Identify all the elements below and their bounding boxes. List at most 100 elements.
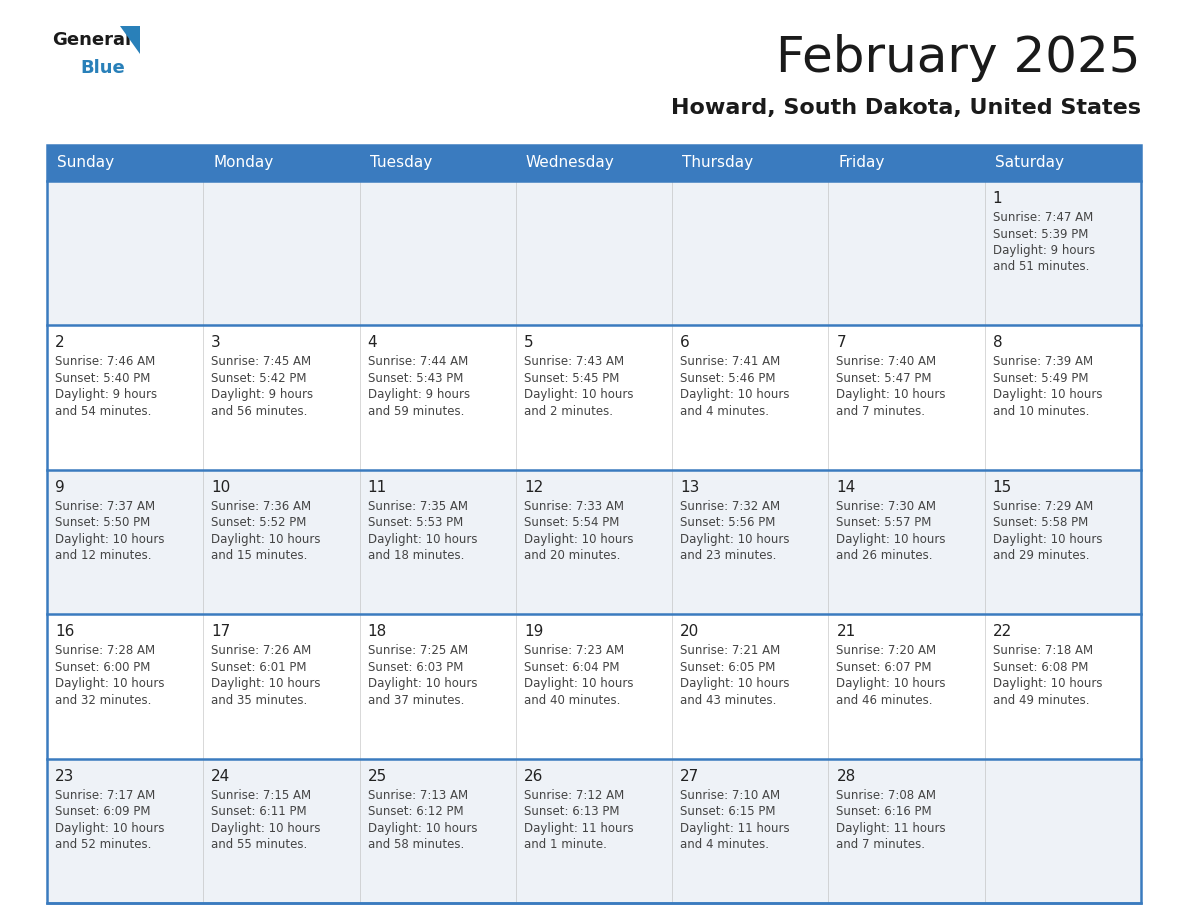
Text: Friday: Friday [839, 155, 885, 171]
Bar [516, 145, 672, 181]
Bar [360, 614, 516, 758]
Bar [203, 614, 360, 758]
Bar [672, 758, 828, 903]
Text: 19: 19 [524, 624, 543, 639]
Bar [516, 614, 672, 758]
Text: Daylight: 10 hours: Daylight: 10 hours [993, 677, 1102, 690]
Text: Daylight: 9 hours: Daylight: 9 hours [55, 388, 157, 401]
Bar [828, 181, 985, 325]
Text: Sunrise: 7:18 AM: Sunrise: 7:18 AM [993, 644, 1093, 657]
Bar [828, 614, 985, 758]
Text: Howard, South Dakota, United States: Howard, South Dakota, United States [671, 98, 1140, 118]
Text: Daylight: 10 hours: Daylight: 10 hours [993, 388, 1102, 401]
Text: and 20 minutes.: and 20 minutes. [524, 549, 620, 563]
Text: and 1 minute.: and 1 minute. [524, 838, 607, 851]
Text: Sunset: 6:03 PM: Sunset: 6:03 PM [367, 661, 463, 674]
Bar [672, 470, 828, 614]
Text: Sunset: 6:16 PM: Sunset: 6:16 PM [836, 805, 933, 818]
Text: February 2025: February 2025 [777, 34, 1140, 82]
Bar [48, 758, 203, 903]
Bar [360, 181, 516, 325]
Text: Daylight: 10 hours: Daylight: 10 hours [211, 677, 321, 690]
Text: Daylight: 10 hours: Daylight: 10 hours [211, 822, 321, 834]
Text: Daylight: 9 hours: Daylight: 9 hours [367, 388, 469, 401]
Text: and 49 minutes.: and 49 minutes. [993, 694, 1089, 707]
Bar [985, 758, 1140, 903]
Text: Daylight: 10 hours: Daylight: 10 hours [524, 532, 633, 546]
Text: Monday: Monday [214, 155, 273, 171]
Text: and 54 minutes.: and 54 minutes. [55, 405, 151, 418]
Text: and 56 minutes.: and 56 minutes. [211, 405, 308, 418]
Text: Daylight: 11 hours: Daylight: 11 hours [836, 822, 946, 834]
Text: and 15 minutes.: and 15 minutes. [211, 549, 308, 563]
Bar [672, 614, 828, 758]
Bar [985, 325, 1140, 470]
Text: and 29 minutes.: and 29 minutes. [993, 549, 1089, 563]
Text: Daylight: 11 hours: Daylight: 11 hours [681, 822, 790, 834]
Text: and 59 minutes.: and 59 minutes. [367, 405, 465, 418]
Text: Wednesday: Wednesday [526, 155, 614, 171]
Text: Sunset: 5:40 PM: Sunset: 5:40 PM [55, 372, 151, 385]
Bar [48, 181, 203, 325]
Text: Daylight: 9 hours: Daylight: 9 hours [993, 244, 1095, 257]
Text: Daylight: 10 hours: Daylight: 10 hours [681, 388, 790, 401]
Bar [48, 145, 1140, 903]
Text: Sunset: 6:01 PM: Sunset: 6:01 PM [211, 661, 307, 674]
Text: and 51 minutes.: and 51 minutes. [993, 261, 1089, 274]
Text: Sunrise: 7:40 AM: Sunrise: 7:40 AM [836, 355, 936, 368]
Bar [516, 470, 672, 614]
Text: Sunrise: 7:33 AM: Sunrise: 7:33 AM [524, 499, 624, 513]
Text: 4: 4 [367, 335, 378, 351]
Bar [985, 145, 1140, 181]
Text: Daylight: 10 hours: Daylight: 10 hours [681, 677, 790, 690]
Text: Sunrise: 7:30 AM: Sunrise: 7:30 AM [836, 499, 936, 513]
Text: Sunrise: 7:37 AM: Sunrise: 7:37 AM [55, 499, 156, 513]
Text: Sunrise: 7:44 AM: Sunrise: 7:44 AM [367, 355, 468, 368]
Text: Sunset: 5:46 PM: Sunset: 5:46 PM [681, 372, 776, 385]
Text: Daylight: 10 hours: Daylight: 10 hours [993, 532, 1102, 546]
Text: and 55 minutes.: and 55 minutes. [211, 838, 308, 851]
Text: and 4 minutes.: and 4 minutes. [681, 838, 769, 851]
Text: Sunrise: 7:46 AM: Sunrise: 7:46 AM [55, 355, 156, 368]
Text: Sunrise: 7:25 AM: Sunrise: 7:25 AM [367, 644, 468, 657]
Text: Daylight: 9 hours: Daylight: 9 hours [211, 388, 314, 401]
Bar [203, 758, 360, 903]
Text: 8: 8 [993, 335, 1003, 351]
Text: Sunset: 5:43 PM: Sunset: 5:43 PM [367, 372, 463, 385]
Text: Sunrise: 7:41 AM: Sunrise: 7:41 AM [681, 355, 781, 368]
Text: Sunset: 5:52 PM: Sunset: 5:52 PM [211, 516, 307, 530]
Text: 18: 18 [367, 624, 387, 639]
Text: Daylight: 10 hours: Daylight: 10 hours [367, 532, 478, 546]
Text: and 58 minutes.: and 58 minutes. [367, 838, 463, 851]
Text: Daylight: 10 hours: Daylight: 10 hours [836, 388, 946, 401]
Text: Sunset: 6:15 PM: Sunset: 6:15 PM [681, 805, 776, 818]
Text: Sunset: 5:47 PM: Sunset: 5:47 PM [836, 372, 931, 385]
Bar [360, 325, 516, 470]
Text: 21: 21 [836, 624, 855, 639]
Text: and 26 minutes.: and 26 minutes. [836, 549, 933, 563]
Text: Sunrise: 7:43 AM: Sunrise: 7:43 AM [524, 355, 624, 368]
Text: and 2 minutes.: and 2 minutes. [524, 405, 613, 418]
Text: and 32 minutes.: and 32 minutes. [55, 694, 151, 707]
Text: Sunset: 5:42 PM: Sunset: 5:42 PM [211, 372, 307, 385]
Text: Sunset: 6:08 PM: Sunset: 6:08 PM [993, 661, 1088, 674]
Text: and 46 minutes.: and 46 minutes. [836, 694, 933, 707]
Bar [828, 470, 985, 614]
Bar [672, 325, 828, 470]
Bar [48, 614, 203, 758]
Text: Sunset: 5:54 PM: Sunset: 5:54 PM [524, 516, 619, 530]
Text: and 40 minutes.: and 40 minutes. [524, 694, 620, 707]
Bar [203, 470, 360, 614]
Bar [48, 470, 203, 614]
Bar [985, 470, 1140, 614]
Text: Sunrise: 7:12 AM: Sunrise: 7:12 AM [524, 789, 624, 801]
Bar [203, 325, 360, 470]
Text: Sunset: 5:56 PM: Sunset: 5:56 PM [681, 516, 776, 530]
Text: Daylight: 10 hours: Daylight: 10 hours [367, 677, 478, 690]
Text: Sunset: 6:11 PM: Sunset: 6:11 PM [211, 805, 307, 818]
Text: Sunrise: 7:08 AM: Sunrise: 7:08 AM [836, 789, 936, 801]
Text: Daylight: 10 hours: Daylight: 10 hours [367, 822, 478, 834]
Text: 15: 15 [993, 480, 1012, 495]
Text: Sunrise: 7:35 AM: Sunrise: 7:35 AM [367, 499, 468, 513]
Polygon shape [120, 26, 140, 54]
